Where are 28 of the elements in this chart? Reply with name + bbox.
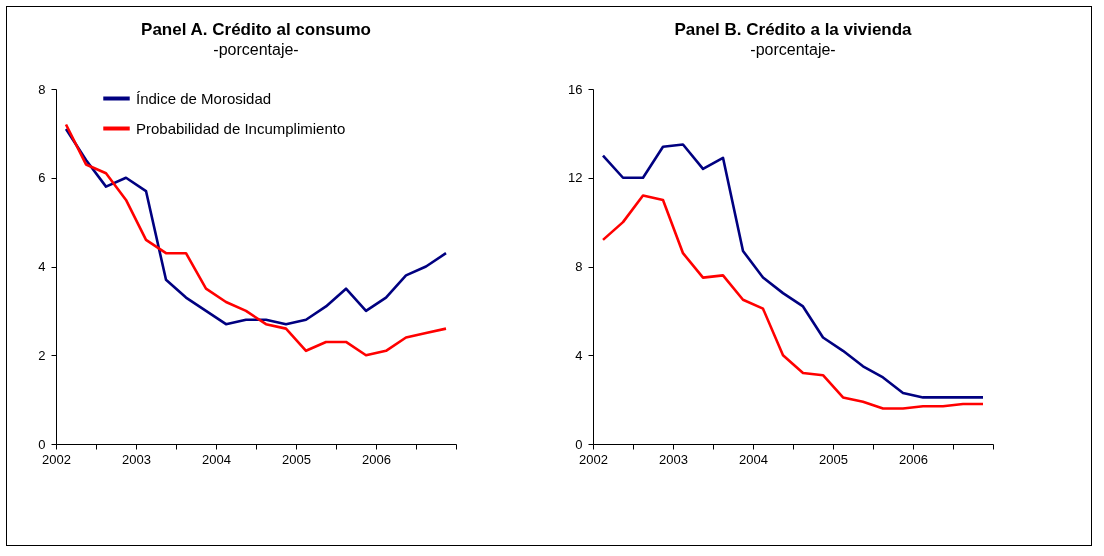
x-tick-label: 2004 bbox=[202, 451, 231, 467]
y-tick-label: 0 bbox=[575, 436, 583, 452]
x-tick-label: 2005 bbox=[282, 451, 311, 467]
y-tick-label: 12 bbox=[568, 170, 583, 186]
legend-label: Probabilidad de Incumplimiento bbox=[136, 119, 346, 137]
x-tick-label: 2003 bbox=[122, 451, 151, 467]
legend-label: Índice de Morosidad bbox=[136, 89, 272, 107]
y-tick-label: 4 bbox=[38, 259, 46, 274]
x-tick-label: 2004 bbox=[739, 451, 768, 467]
x-tick-label: 2003 bbox=[659, 451, 688, 467]
x-tick-label: 2002 bbox=[579, 451, 608, 467]
line-series bbox=[601, 143, 985, 399]
chart-title: Panel A. Crédito al consumo bbox=[141, 20, 371, 39]
y-tick-label: 8 bbox=[575, 259, 583, 274]
y-tick-label: 16 bbox=[568, 81, 583, 97]
x-tick-label: 2005 bbox=[819, 451, 848, 467]
x-tick-label: 2002 bbox=[42, 451, 71, 467]
line-series bbox=[601, 194, 985, 410]
y-tick-label: 2 bbox=[38, 347, 46, 363]
chart-title: Panel B. Crédito a la vivienda bbox=[674, 20, 913, 39]
y-tick-label: 4 bbox=[575, 347, 583, 363]
x-tick-label: 2006 bbox=[362, 451, 391, 467]
chart-subtitle: -porcentaje- bbox=[750, 41, 836, 58]
y-tick-label: 6 bbox=[38, 170, 46, 186]
y-tick-label: 8 bbox=[38, 81, 46, 97]
chart-subtitle: -porcentaje- bbox=[213, 41, 299, 58]
x-tick-label: 2006 bbox=[899, 451, 928, 467]
y-tick-label: 0 bbox=[38, 436, 46, 452]
